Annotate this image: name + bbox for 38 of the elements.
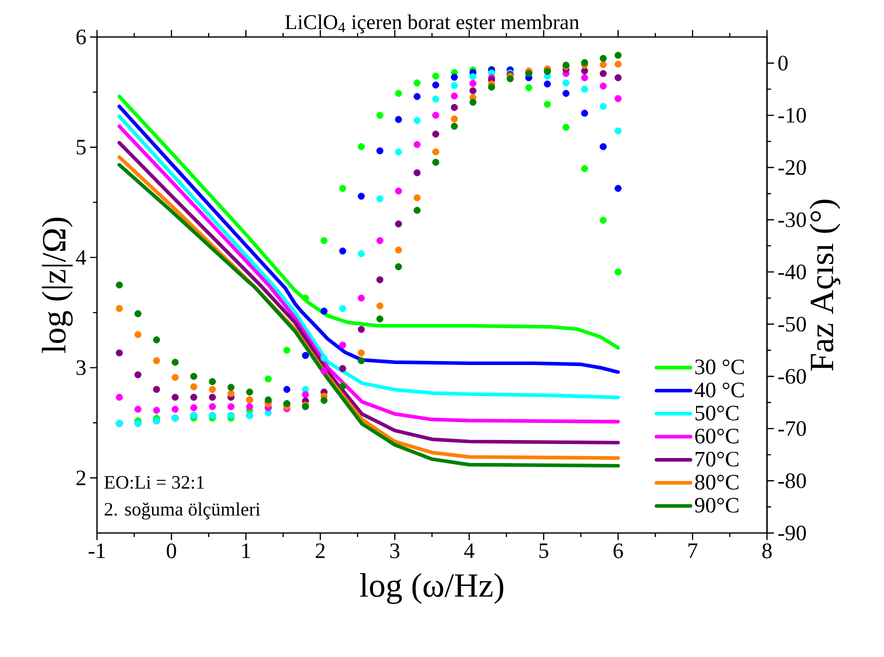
x-tick-label: 7 bbox=[688, 544, 698, 558]
legend-label: 90°C bbox=[694, 498, 738, 513]
y2-tick-label: -20 bbox=[778, 160, 806, 175]
y2-tick-label: -30 bbox=[778, 212, 806, 228]
y-tick-label: 6 bbox=[76, 30, 86, 44]
x-tick-label: 3 bbox=[390, 544, 400, 558]
y2-tick-label: -10 bbox=[778, 108, 806, 123]
legend-label: 70°C bbox=[696, 452, 738, 467]
legend-label: 60°C bbox=[695, 428, 738, 444]
x-tick-label: 2 bbox=[316, 544, 325, 558]
x-axis-title: log (ω/Hz) bbox=[360, 573, 504, 604]
x-tick-label: 4 bbox=[464, 544, 474, 558]
y2-tick-label: -90 bbox=[778, 526, 806, 540]
legend-label: 50°C bbox=[696, 406, 738, 420]
legend-label: 80°C bbox=[695, 474, 738, 490]
y2-axis-title: Faz Açısı (°) bbox=[810, 200, 840, 371]
y-tick-label: 5 bbox=[76, 140, 86, 155]
y-tick-label: 3 bbox=[76, 360, 86, 376]
x-tick-label: 1 bbox=[242, 544, 250, 558]
y-tick-label: 2 bbox=[76, 470, 86, 486]
legend-label: 40 °C bbox=[694, 382, 744, 398]
y2-tick-label: -40 bbox=[778, 264, 806, 280]
x-tick-label: -1 bbox=[88, 544, 105, 558]
chart-title: LiClO$_{4}$ içeren borat ester membran bbox=[285, 14, 580, 34]
y2-tick-label: -80 bbox=[778, 473, 806, 488]
y2-tick-label: -50 bbox=[778, 316, 806, 332]
annotation: 2. soğuma ölçümleri bbox=[104, 502, 260, 520]
legend-label: 30 °C bbox=[695, 360, 744, 374]
y-tick-label: 4 bbox=[76, 250, 86, 265]
y-axis-title: log (|z|/Ω) bbox=[42, 218, 73, 354]
x-tick-label: 8 bbox=[762, 544, 772, 558]
x-tick-label: 0 bbox=[166, 544, 176, 558]
annotation: EO:Li = 32:1 bbox=[104, 476, 204, 489]
y2-tick-label: 0 bbox=[778, 56, 788, 70]
y2-tick-label: -70 bbox=[778, 421, 806, 436]
x-tick-label: 6 bbox=[614, 544, 623, 558]
x-tick-label: 5 bbox=[539, 544, 548, 558]
y2-tick-label: -60 bbox=[778, 368, 806, 384]
